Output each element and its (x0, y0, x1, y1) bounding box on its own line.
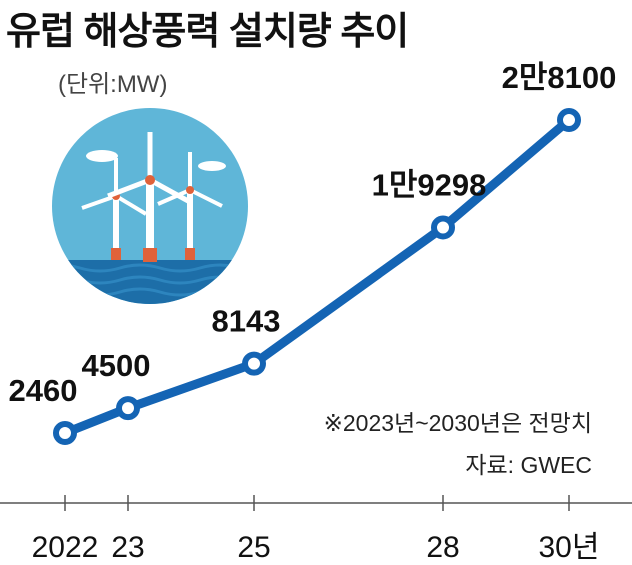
data-point (242, 351, 266, 376)
data-point (557, 108, 581, 132)
data-label: 4500 (82, 348, 151, 383)
data-point (53, 421, 77, 445)
x-tick-label: 25 (237, 531, 270, 564)
turbine-center (107, 132, 192, 262)
data-label: 1만9298 (372, 167, 487, 202)
x-axis-ticks (64, 495, 570, 511)
x-tick-label: 23 (111, 531, 144, 564)
data-label: 2만8100 (502, 60, 617, 95)
turbine-left (81, 158, 148, 260)
source-note: 자료: GWEC (465, 452, 592, 478)
data-label: 2460 (9, 373, 78, 408)
data-points (53, 108, 581, 445)
x-tick-labels: 2022 23 25 28 30년 (32, 531, 600, 564)
unit-label: (단위:MW) (58, 71, 168, 98)
wind-turbine-illustration (52, 108, 248, 304)
data-point (116, 396, 140, 421)
chart-title: 유럽 해상풍력 설치량 추이 (6, 11, 409, 53)
x-tick-label: 28 (426, 531, 459, 564)
data-point (431, 215, 455, 240)
x-tick-label: 2022 (32, 531, 99, 564)
x-tick-label: 30년 (539, 531, 600, 564)
forecast-note: ※2023년~2030년은 전망치 (323, 410, 592, 436)
turbine-right (157, 152, 223, 260)
data-label: 8143 (212, 304, 281, 339)
